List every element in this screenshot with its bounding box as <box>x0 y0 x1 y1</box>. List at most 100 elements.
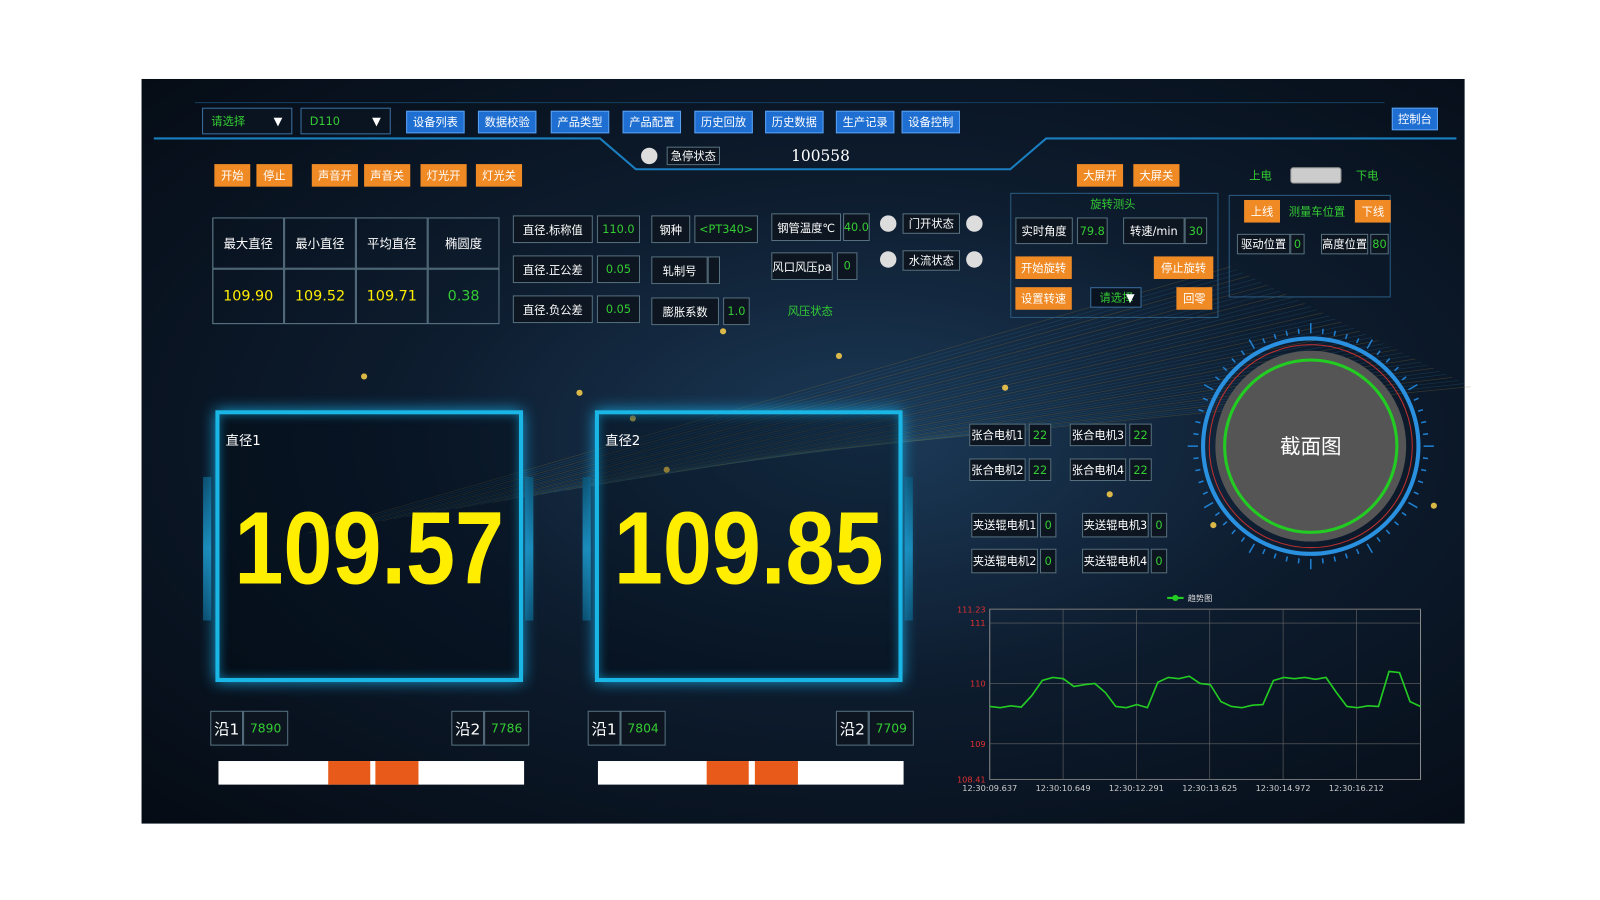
nav-button[interactable]: 历史数据 <box>765 110 824 134</box>
cart-panel <box>1228 194 1391 298</box>
dial-tick <box>1333 330 1337 336</box>
cart-button[interactable]: 上线 <box>1244 199 1280 223</box>
light-streak <box>615 343 1385 483</box>
cart-button[interactable]: 下线 <box>1354 199 1391 223</box>
progress-bar <box>218 761 525 785</box>
motor-value: 0 <box>1039 512 1057 538</box>
light-streak <box>443 300 1299 512</box>
dial-ring <box>1201 336 1421 556</box>
screen-button[interactable]: 大屏开 <box>1076 164 1124 187</box>
nav-button[interactable]: 设备控制 <box>901 110 960 134</box>
nav-button[interactable]: 生产记录 <box>835 110 895 134</box>
state-label: 门开状态 <box>902 213 960 234</box>
temperature-value: 40.0 <box>843 213 870 242</box>
dial-tick <box>1240 536 1246 543</box>
steel-value: <PT340> <box>694 215 758 244</box>
dial-tick <box>1366 339 1373 349</box>
select-arrow[interactable]: ▼ <box>1125 290 1135 305</box>
rotation-button[interactable]: 设置转速 <box>1015 287 1072 310</box>
table-header: 最小直径 <box>284 217 356 269</box>
motor-label: 张合电机2 <box>969 458 1026 482</box>
steel-label: 钢种 <box>651 215 691 244</box>
roll-value-box <box>707 256 720 285</box>
motor-label: 夹送辊电机4 <box>1082 548 1149 574</box>
sparkle <box>361 373 368 380</box>
nav-button[interactable]: 产品配置 <box>622 110 682 134</box>
progress-bar <box>597 761 904 785</box>
dial-tick <box>1355 338 1360 344</box>
dial-tick <box>1193 457 1199 460</box>
light-streak <box>332 272 1244 530</box>
dial-tick <box>1198 408 1204 413</box>
dial-tick <box>1214 511 1220 517</box>
motor-label: 夹送辊电机3 <box>1082 512 1149 538</box>
light-streak <box>553 327 1354 493</box>
table-value: 109.52 <box>284 268 356 325</box>
angle-value: 79.8 <box>1076 217 1108 245</box>
param-label: 直径.标称值 <box>512 215 593 244</box>
table-value: 0.38 <box>427 268 500 325</box>
rotation-button[interactable]: 停止旋转 <box>1153 256 1214 279</box>
edge-label: 沿1 <box>587 710 621 746</box>
x-tick-label: 12:30:10.649 <box>1036 783 1091 793</box>
dial-tick <box>1262 548 1266 555</box>
control-button[interactable]: 声音关 <box>364 164 411 187</box>
dial-tick <box>1385 357 1391 363</box>
light-streak <box>307 266 1231 534</box>
sparkle <box>835 352 843 359</box>
nav-button[interactable]: 数据校验 <box>477 110 537 134</box>
nav-button[interactable]: 产品类型 <box>550 110 610 134</box>
nav-button[interactable]: 历史回放 <box>694 110 753 134</box>
side-bracket <box>582 476 591 621</box>
dial-tick <box>1376 536 1381 543</box>
control-button[interactable]: 开始 <box>214 164 251 187</box>
table-header: 平均直径 <box>355 217 428 269</box>
light-streak <box>406 290 1281 518</box>
speed-label: 转速/min <box>1123 217 1185 245</box>
control-button[interactable]: 停止 <box>256 164 293 187</box>
y-tick-label: 110 <box>970 679 986 689</box>
light-streak <box>479 309 1317 505</box>
sparkle <box>663 466 670 473</box>
sparkle <box>1106 491 1113 498</box>
control-button[interactable]: 灯光关 <box>475 164 523 187</box>
console-button[interactable]: 控制台 <box>1391 107 1438 131</box>
select-arrow[interactable]: ▼ <box>372 114 381 128</box>
sparkle <box>719 328 727 335</box>
control-button[interactable]: 声音开 <box>311 164 358 187</box>
rotation-button[interactable]: 回零 <box>1176 287 1213 310</box>
motor-label: 夹送辊电机1 <box>971 512 1038 538</box>
light-streak <box>369 281 1262 524</box>
dial-tick <box>1273 333 1277 340</box>
progress-segment <box>754 761 798 785</box>
edge-label: 沿1 <box>210 710 244 746</box>
dial-tick <box>1231 357 1236 363</box>
table-value: 109.71 <box>355 268 428 325</box>
cart-title: 测量车位置 <box>1288 205 1346 219</box>
dial-tick <box>1413 491 1419 495</box>
state-light <box>879 251 897 268</box>
select-box[interactable]: 请选择 <box>202 107 293 135</box>
select-box[interactable]: D110 <box>300 107 391 135</box>
dial-tick <box>1198 480 1204 484</box>
control-button[interactable]: 灯光开 <box>420 164 467 187</box>
nav-button[interactable]: 设备列表 <box>406 110 465 134</box>
screen-button[interactable]: 大屏关 <box>1133 164 1180 187</box>
angle-label: 实时角度 <box>1015 217 1073 245</box>
dial-tick <box>1203 383 1214 391</box>
rotation-select[interactable]: 请选择 <box>1090 287 1142 308</box>
dial-tick <box>1366 543 1373 554</box>
dial-tick <box>1231 529 1236 535</box>
rotation-button[interactable]: 开始旋转 <box>1015 256 1072 279</box>
dial-tick <box>1195 420 1201 424</box>
dial-tick <box>1248 543 1256 554</box>
sparkle <box>1210 522 1217 529</box>
motor-value: 22 <box>1129 423 1152 447</box>
param-label: 直径.正公差 <box>512 255 593 284</box>
dial-tick <box>1203 501 1214 509</box>
motor-value: 22 <box>1028 458 1052 482</box>
light-streak <box>504 315 1330 501</box>
select-arrow[interactable]: ▼ <box>273 114 283 128</box>
param-label: 直径.负公差 <box>512 295 593 324</box>
